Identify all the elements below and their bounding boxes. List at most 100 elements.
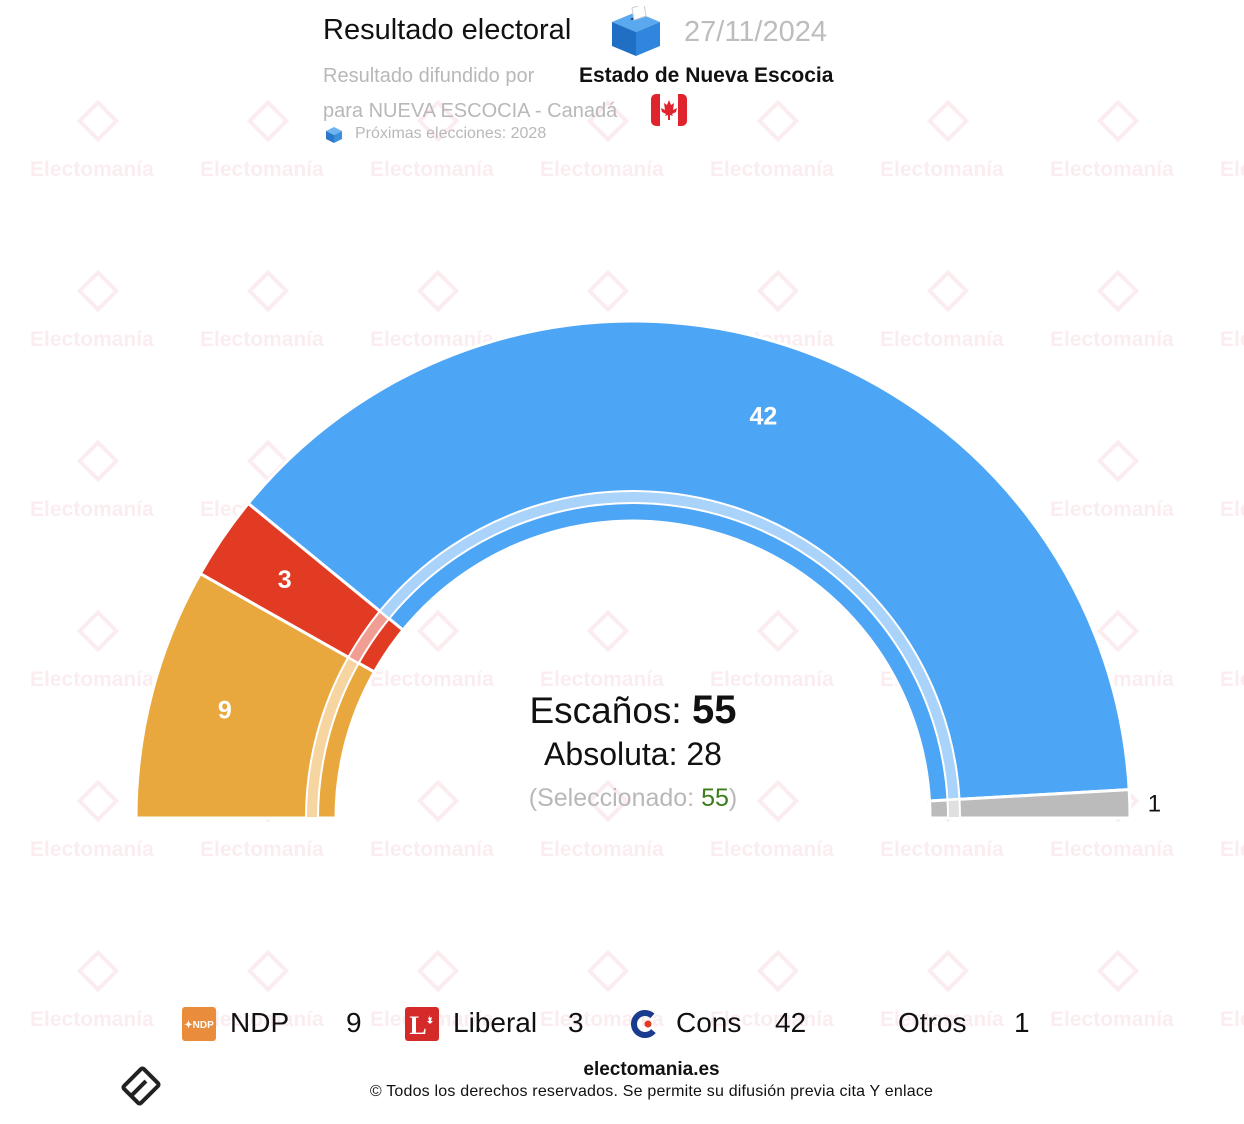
watermark-mark: Electomanía — [1220, 158, 1244, 181]
svg-text:Electomanía: Electomanía — [370, 668, 494, 691]
svg-text:Electomanía: Electomanía — [1220, 328, 1244, 351]
svg-text:Electomanía: Electomanía — [540, 668, 664, 691]
legend-value-cons: 42 — [775, 1007, 807, 1038]
watermark-mark: Electomanía — [30, 269, 154, 351]
seat-arc-otros — [927, 788, 1132, 820]
source-prefix: Resultado difundido por — [323, 65, 535, 87]
watermark-mark: Electomanía — [1220, 1008, 1244, 1031]
electomania-logo-icon[interactable] — [118, 1063, 164, 1109]
svg-text:Electomanía: Electomanía — [370, 158, 494, 181]
seat-arc-cons — [246, 319, 1131, 803]
watermark-mark: Electomanía — [1050, 269, 1174, 351]
election-date: 27/11/2024 — [684, 16, 827, 48]
svg-text:Electomanía: Electomanía — [1050, 328, 1174, 351]
svg-text:Electomanía: Electomanía — [1220, 838, 1244, 861]
watermark-mark: Electomanía — [370, 269, 494, 351]
svg-text:✦NDP: ✦NDP — [184, 1020, 214, 1031]
svg-text:Electomanía: Electomanía — [200, 838, 324, 861]
watermark-mark: Electomanía — [540, 779, 664, 861]
selection-arc-otros — [946, 798, 962, 819]
majority-value: 28 — [686, 736, 722, 772]
watermark-mark: Electomanía — [1220, 838, 1244, 861]
svg-text:Electomanía: Electomanía — [30, 1008, 154, 1031]
seat-label-ndp: 9 — [218, 697, 232, 725]
source-organization: Estado de Nueva Escocia — [579, 64, 834, 87]
watermark-mark: Electomanía — [710, 609, 834, 691]
watermark-mark: Electomanía — [710, 949, 834, 1031]
svg-text:Electomanía: Electomanía — [880, 328, 1004, 351]
seat-label-liberal: 3 — [278, 566, 292, 594]
next-elections-label: Próximas elecciones: 2028 — [355, 125, 547, 142]
watermark-mark: Electomanía — [1050, 949, 1174, 1031]
svg-text:Electomanía: Electomanía — [1220, 1008, 1244, 1031]
watermark-mark: Electomanía — [1050, 99, 1174, 181]
ballot-box-icon — [612, 6, 660, 56]
svg-text:Electomanía: Electomanía — [540, 838, 664, 861]
liberal-logo-icon[interactable]: L — [405, 1007, 439, 1041]
page-title: Resultado electoral — [323, 14, 572, 46]
watermark-mark: Electomanía — [710, 99, 834, 181]
watermark-mark: Electomanía — [370, 99, 494, 181]
watermark-mark: Electomanía — [880, 99, 1004, 181]
selected-seats: (Seleccionado: 55) — [433, 784, 833, 813]
watermark-mark: Electomanía — [710, 779, 834, 861]
legend-name-liberal[interactable]: Liberal — [453, 1007, 538, 1038]
svg-text:Electomanía: Electomanía — [200, 1008, 324, 1031]
svg-text:Electomanía: Electomanía — [30, 328, 154, 351]
svg-text:Electomanía: Electomanía — [1220, 158, 1244, 181]
svg-text:Electomanía: Electomanía — [710, 158, 834, 181]
watermark-mark: Electomanía — [30, 609, 154, 691]
seat-label-otros: 1 — [1148, 790, 1161, 817]
svg-text:L: L — [409, 1011, 426, 1040]
majority: Absoluta: 28 — [433, 736, 833, 773]
svg-text:Electomanía: Electomanía — [1050, 1008, 1174, 1031]
majority-label: Absoluta: — [544, 736, 678, 772]
watermark-mark: Electomanía — [30, 439, 154, 521]
watermark-mark: Electomanía — [200, 949, 324, 1031]
watermark-mark: Electomanía — [540, 99, 664, 181]
svg-text:Electomanía: Electomanía — [30, 158, 154, 181]
seat-label-cons: 42 — [749, 403, 777, 431]
ndp-logo-icon[interactable]: ✦NDP — [182, 1007, 216, 1041]
legend-name-otros[interactable]: Otros — [898, 1007, 967, 1038]
footer-site[interactable]: electomania.es — [583, 1059, 720, 1080]
legend-value-ndp: 9 — [346, 1007, 362, 1038]
watermark-mark: Electomanía — [1050, 439, 1174, 521]
selected-close: ) — [728, 784, 738, 812]
selected-value: 55 — [701, 784, 729, 812]
total-seats: Escaños: 55 — [433, 688, 833, 733]
svg-text:Electomanía: Electomanía — [200, 158, 324, 181]
selected-label: (Seleccionado: — [528, 784, 695, 812]
watermark-mark: Electomanía — [200, 269, 324, 351]
seats-value: 55 — [691, 688, 737, 732]
svg-text:Electomanía: Electomanía — [710, 1008, 834, 1031]
seats-label: Escaños: — [529, 690, 682, 731]
svg-text:Electomanía: Electomanía — [30, 498, 154, 521]
watermark-mark: Electomanía — [1220, 498, 1244, 521]
legend-value-liberal: 3 — [568, 1007, 584, 1038]
svg-text:Electomanía: Electomanía — [1050, 158, 1174, 181]
legend-name-cons[interactable]: Cons — [676, 1007, 742, 1038]
watermark-mark: Electomanía — [540, 609, 664, 691]
svg-text:Electomanía: Electomanía — [1220, 668, 1244, 691]
region-label: para NUEVA ESCOCIA - Canadá — [323, 100, 618, 122]
watermark-mark: Electomanía — [30, 949, 154, 1031]
svg-text:Electomanía: Electomanía — [1050, 498, 1174, 521]
conservative-logo-icon[interactable] — [628, 1007, 662, 1041]
watermark-mark: Electomanía — [200, 99, 324, 181]
svg-text:Electomanía: Electomanía — [880, 158, 1004, 181]
svg-text:Electomanía: Electomanía — [370, 838, 494, 861]
watermark-mark: Electomanía — [880, 269, 1004, 351]
svg-text:Electomanía: Electomanía — [540, 158, 664, 181]
watermark-mark: Electomanía — [880, 949, 1004, 1031]
canada-flag-icon — [651, 94, 687, 126]
footer-copyright: © Todos los derechos reservados. Se perm… — [369, 1083, 934, 1100]
watermark-mark: Electomanía — [1220, 328, 1244, 351]
small-ballot-icon — [326, 127, 342, 143]
svg-text:Electomanía: Electomanía — [710, 838, 834, 861]
svg-text:Electomanía: Electomanía — [1050, 838, 1174, 861]
svg-text:Electomanía: Electomanía — [370, 328, 494, 351]
legend-name-ndp[interactable]: NDP — [230, 1007, 290, 1038]
watermark-mark: Electomanía — [1220, 668, 1244, 691]
